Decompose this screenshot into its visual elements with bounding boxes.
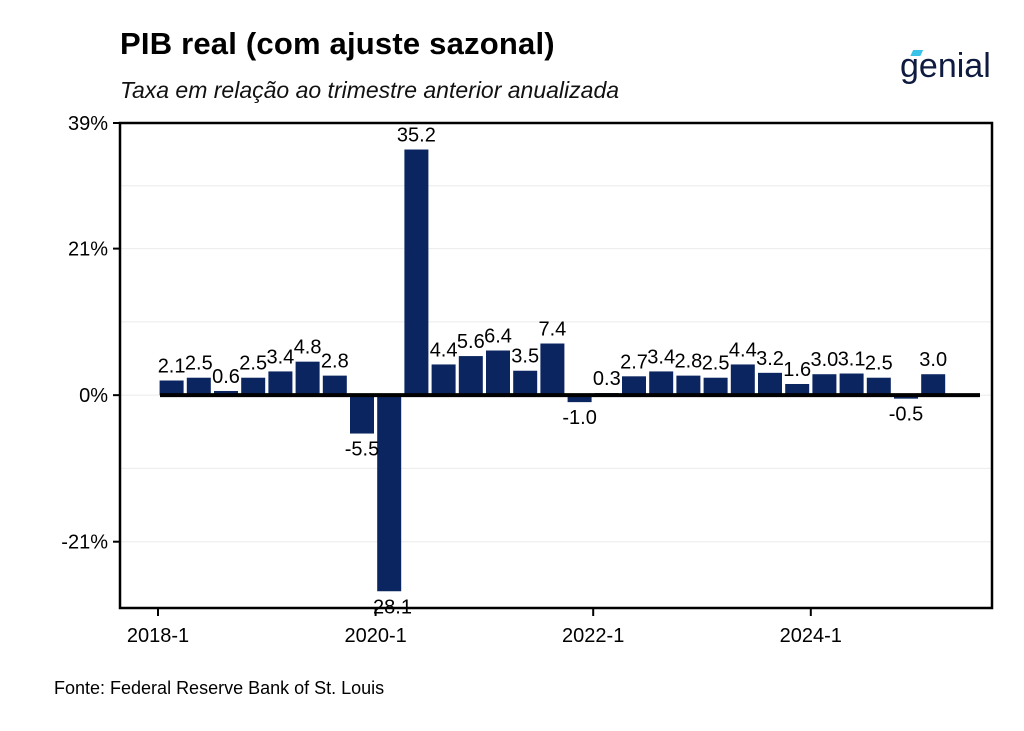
bar-2020-2: [404, 149, 429, 396]
bar-2020-4: [458, 356, 483, 396]
bar-2019-4: [350, 395, 374, 434]
data-label-2022-2: 2.7: [620, 351, 648, 373]
data-label-2025-1: 3.0: [919, 349, 947, 371]
data-label-2022-4: 2.8: [674, 351, 702, 373]
chart-title: PIB real (com ajuste sazonal): [120, 26, 555, 61]
data-label-2021-4: -1.0: [562, 407, 596, 429]
bar-2023-2: [730, 364, 755, 396]
data-label-2023-2: 4.4: [729, 339, 757, 361]
data-label-2019-4: -5.5: [345, 439, 379, 461]
bar-2020-3: [431, 364, 456, 396]
bar-2022-4: [676, 375, 701, 396]
bar-2023-3: [758, 372, 782, 396]
bar-2020-1: [377, 395, 402, 592]
bar-2018-4: [241, 377, 266, 396]
x-tick-label: 2022-1: [562, 625, 624, 647]
logo-accent-mark: [910, 50, 924, 56]
bar-2024-1: [812, 374, 837, 396]
data-label-2018-1: 2.1: [158, 356, 186, 378]
bar-2021-3: [540, 343, 565, 396]
y-tick-label: 21%: [68, 239, 108, 261]
bar-2022-2: [622, 376, 646, 396]
bar-2021-2: [513, 370, 538, 396]
y-tick-label: 39%: [68, 113, 108, 135]
x-tick-label: 2024-1: [780, 625, 842, 647]
bar-2018-3: [214, 390, 238, 396]
data-label-2024-3: 2.5: [865, 353, 893, 375]
data-label-2018-4: 2.5: [239, 353, 267, 375]
data-label-2024-1: 3.0: [810, 349, 838, 371]
data-label-2023-3: 3.2: [756, 348, 784, 370]
data-label-2020-3: 4.4: [430, 339, 458, 361]
bar-2019-2: [295, 361, 320, 396]
bar-2021-4: [567, 395, 592, 403]
source-note: Fonte: Federal Reserve Bank of St. Louis: [54, 678, 385, 698]
bar-2018-1: [159, 380, 184, 396]
chart-subtitle: Taxa em relação ao trimestre anterior an…: [120, 77, 620, 103]
bar-2022-3: [649, 371, 674, 396]
data-label-2019-3: 2.8: [321, 351, 349, 373]
data-labels: 2.1 2.50.62.5 3.4 4.82.8-5.5-28.135.24.4 5.6…: [158, 125, 947, 619]
data-label-2019-1: 3.4: [266, 346, 294, 368]
data-label-2020-2: 35.2: [397, 125, 436, 147]
data-label-2023-1: 2.5: [702, 353, 730, 375]
data-label-2024-2: 3.1: [838, 349, 866, 371]
bar-2023-1: [703, 377, 728, 396]
bar-2021-1: [486, 350, 510, 396]
bar-2025-1: [921, 374, 946, 396]
data-label-2021-1: 6.4: [484, 325, 512, 347]
data-label-2019-2: 4.8: [294, 337, 322, 359]
genial-logo: genial: [900, 47, 991, 85]
bar-2024-2: [839, 373, 864, 396]
bar-2018-2: [186, 377, 211, 396]
data-label-2024-4: -0.5: [889, 404, 923, 426]
data-label-2022-1: 0.3: [593, 368, 621, 390]
data-label-2018-2: 2.5: [185, 353, 213, 375]
data-label-2023-4: 1.6: [783, 359, 811, 381]
data-label-2020-4: 5.6: [457, 331, 485, 353]
plot-frame: [118, 121, 994, 610]
y-tick-label: -21%: [61, 532, 108, 554]
y-axis: -21% 0% 21% 39%: [61, 113, 120, 554]
y-tick-label: 0%: [79, 385, 108, 407]
bars: [159, 149, 946, 592]
bar-2019-1: [268, 371, 293, 396]
x-tick-label: 2018-1: [127, 625, 189, 647]
x-axis: 2018-1 2020-1 2022-1 2024-1: [127, 608, 842, 647]
bar-2024-3: [866, 377, 891, 396]
data-label-2021-2: 3.5: [511, 346, 539, 368]
data-label-2018-3: 0.6: [212, 366, 240, 388]
bar-2023-4: [785, 383, 810, 396]
data-label-2021-3: 7.4: [538, 319, 566, 341]
bar-2019-3: [322, 375, 347, 396]
data-label-2022-3: 3.4: [647, 346, 675, 368]
x-tick-label: 2020-1: [344, 625, 406, 647]
